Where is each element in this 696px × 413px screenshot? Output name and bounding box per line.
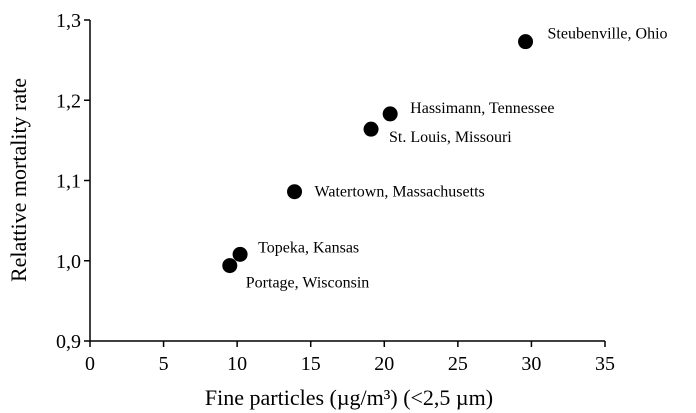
data-point [363,121,379,137]
x-tick-label: 5 [159,353,169,375]
data-point [518,34,534,50]
point-label: St. Louis, Missouri [389,129,512,146]
point-label: Steubenville, Ohio [548,26,668,43]
x-tick-label: 10 [227,353,247,375]
point-labels: Portage, Wisconsin Topeka, Kansas Watertow… [246,26,668,292]
y-axis-ticks: 0,9 1,0 1,1 1,2 1,3 [56,10,90,353]
data-point [287,184,303,200]
data-points [222,34,534,274]
x-tick-label: 20 [374,353,394,375]
y-tick-label: 1,1 [56,171,81,193]
data-point [222,258,238,274]
x-tick-label: 30 [521,353,541,375]
x-tick-label: 15 [301,353,321,375]
x-axis-ticks: 0 5 10 15 20 25 30 35 [85,341,615,375]
point-label: Watertown, Massachusetts [315,184,485,201]
data-point [382,106,398,122]
y-tick-label: 1,2 [56,90,81,112]
x-axis-title: Fine particles (µg/m³) (<2,5 µm) [205,385,493,410]
axes [89,20,605,342]
y-tick-label: 1,3 [56,10,81,32]
data-point [232,246,248,262]
y-tick-label: 0,9 [56,331,81,353]
x-tick-label: 0 [85,353,95,375]
x-tick-label: 35 [595,353,615,375]
point-label: Topeka, Kansas [258,239,359,256]
point-label: Portage, Wisconsin [246,275,369,292]
point-label: Hassimann, Tennessee [410,100,554,117]
x-tick-label: 25 [448,353,468,375]
y-axis-title: Relattive mortality rate [6,78,31,282]
y-tick-label: 1,0 [56,251,81,273]
